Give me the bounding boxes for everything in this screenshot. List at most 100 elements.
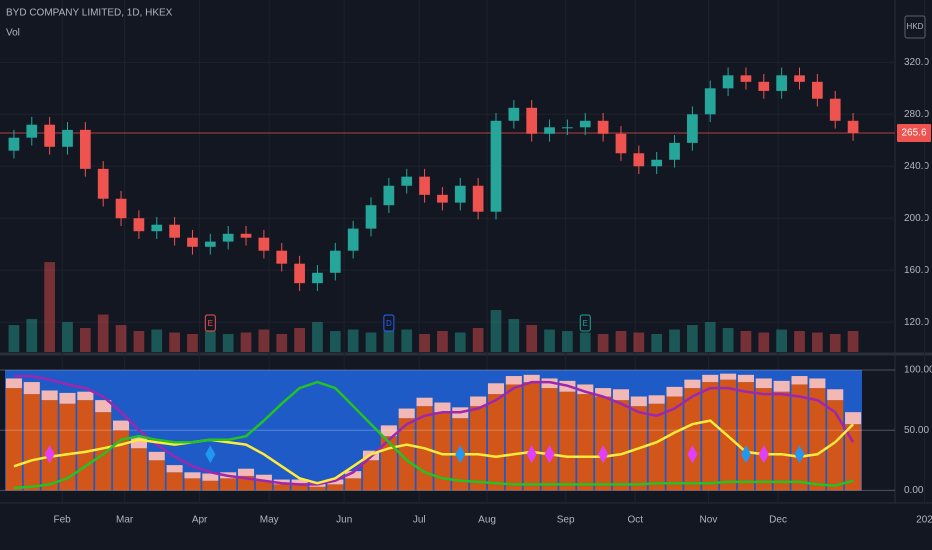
volume-bar [490, 310, 502, 352]
candle-body [187, 237, 198, 247]
indicator-bar [702, 382, 719, 491]
y-tick-label: 160.0 [904, 265, 929, 276]
candle-body [794, 75, 805, 82]
indicator-bar [505, 376, 522, 385]
volume-bar [347, 329, 359, 352]
indicator-bar [77, 391, 94, 401]
indicator-bar [595, 388, 612, 397]
candle-body [633, 153, 645, 167]
indicator-bar [684, 379, 701, 389]
candle-body [829, 98, 841, 121]
candle-body [812, 81, 823, 99]
signal-marker [44, 445, 55, 464]
indicator-bar [845, 424, 862, 491]
candle-body [847, 120, 859, 134]
volume-bar [258, 329, 270, 352]
volume-bar [740, 331, 752, 352]
indicator-bar [416, 397, 433, 407]
candle-body [401, 176, 413, 186]
y-tick-label: 280.0 [904, 109, 929, 120]
candle-body [508, 107, 520, 121]
indicator-bar [470, 396, 487, 407]
indicator-bar [684, 388, 701, 491]
indicator-bar [202, 473, 219, 481]
candle-body [597, 120, 609, 134]
indicator-bar [487, 383, 505, 395]
indicator-bar [148, 451, 165, 461]
candle-body [419, 176, 430, 195]
signal-marker [794, 445, 805, 464]
indicator-bar [184, 472, 201, 479]
candle-body [329, 250, 341, 273]
indicator-bar [773, 380, 790, 392]
indicator-bar [523, 374, 540, 383]
y-tick-label: 100.00 [904, 365, 932, 376]
indicator-bar [95, 400, 112, 413]
event-flag [579, 314, 591, 332]
event-flag [383, 314, 395, 332]
indicator-bar [398, 418, 415, 491]
volume-bar [847, 331, 859, 352]
indicator-bar [720, 373, 737, 380]
y-tick-label: 320.0 [904, 57, 929, 68]
volume-bar [615, 331, 627, 352]
x-tick-label: Nov [700, 515, 718, 526]
y-tick-label: 50.00 [904, 425, 929, 436]
volume-bar [312, 322, 323, 352]
indicator-bar [755, 378, 772, 389]
indicator-bar [130, 437, 147, 449]
candle-body [669, 142, 680, 160]
currency-box[interactable] [904, 15, 926, 39]
indicator-bar [487, 394, 505, 491]
x-tick-label: Jun [336, 515, 352, 526]
volume-bar [419, 334, 430, 352]
indicator-bar [41, 400, 58, 491]
x-tick-label: May [260, 515, 279, 526]
volume-bar [669, 329, 680, 352]
signal-marker [687, 445, 698, 464]
indicator-bar [184, 478, 201, 491]
candle-body [79, 129, 91, 169]
indicator-bar [255, 480, 272, 491]
candle-body [579, 120, 591, 128]
volume-bar [240, 332, 252, 352]
event-flag [204, 314, 216, 332]
candle-body [722, 75, 734, 89]
indicator-bar [791, 384, 808, 491]
candle-body [44, 124, 55, 147]
volume-bar [187, 334, 198, 352]
indicator-bar [559, 391, 576, 491]
volume-label: Vol [6, 28, 20, 39]
indicator-bar [327, 484, 344, 491]
indicator-bar [130, 448, 147, 491]
candle-body [776, 75, 788, 91]
volume-bar [97, 314, 109, 352]
indicator-bar [737, 374, 754, 383]
indicator-bar [345, 471, 362, 479]
indicator-bar [827, 389, 844, 401]
volume-bar [115, 325, 127, 352]
indicator-bar [5, 388, 22, 491]
candle-body [687, 114, 698, 143]
indicator-bar [77, 400, 94, 491]
volume-bar [597, 334, 609, 352]
last-price-label: 265.6 [901, 128, 926, 139]
indicator-bar [827, 400, 844, 491]
y-tick-label: 0.00 [904, 485, 924, 496]
signal-marker [598, 445, 609, 464]
volume-bar [758, 332, 770, 352]
candle-body [151, 224, 163, 232]
indicator-bar [630, 396, 647, 407]
indicator-bar [95, 412, 112, 491]
candle-body [312, 272, 323, 284]
y-tick-label: 240.0 [904, 161, 929, 172]
x-tick-label: Jul [413, 515, 426, 526]
indicator-bar [505, 384, 522, 491]
chart-title: BYD COMPANY LIMITED, 1D, HKEX [6, 8, 173, 19]
indicator-bar [612, 389, 630, 401]
indicator-line [13, 380, 854, 490]
indicator-bar [434, 402, 451, 413]
indicator-bar [648, 395, 665, 404]
volume-bar [79, 328, 91, 352]
candle-body [383, 185, 395, 206]
